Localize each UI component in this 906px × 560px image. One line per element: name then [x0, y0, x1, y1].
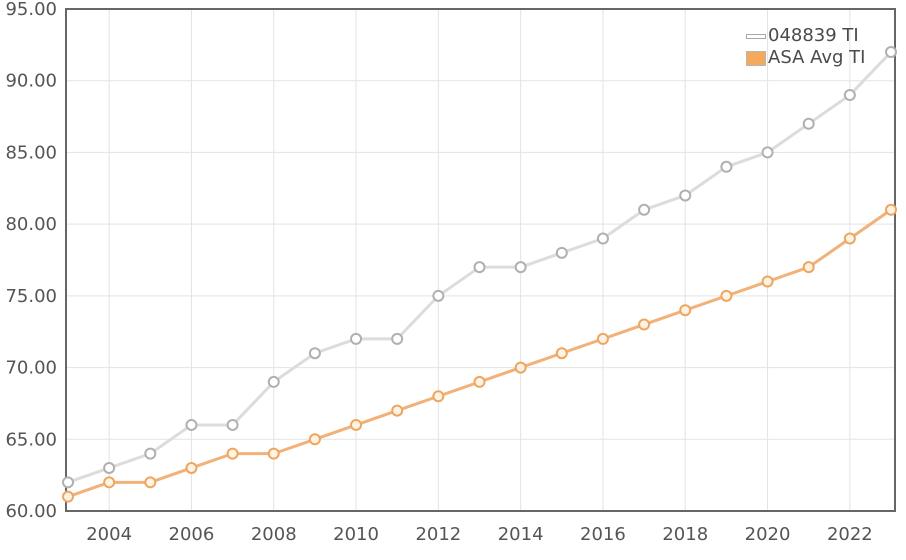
data-point-asa-avg-ti: [144, 476, 157, 489]
data-point-asa-avg-ti: [103, 476, 116, 489]
data-point-asa-avg-ti: [843, 232, 856, 245]
data-point-asa-avg-ti: [473, 375, 486, 388]
y-tick-label: 60.00: [5, 501, 57, 522]
data-point-asa-avg-ti: [185, 461, 198, 474]
data-point-048839-ti: [267, 375, 280, 388]
y-tick-label: 75.00: [5, 286, 57, 307]
data-point-048839-ti: [350, 332, 363, 345]
data-point-asa-avg-ti: [720, 289, 733, 302]
data-point-asa-avg-ti: [432, 390, 445, 403]
data-point-048839-ti: [144, 447, 157, 460]
x-tick-label: 2006: [169, 524, 215, 545]
legend-box-swatch: [746, 50, 766, 66]
data-point-048839-ti: [308, 347, 321, 360]
legend-label: 048839 TI: [768, 25, 859, 46]
x-tick-label: 2008: [251, 524, 297, 545]
data-point-048839-ti: [226, 418, 239, 431]
data-point-asa-avg-ti: [555, 347, 568, 360]
data-point-048839-ti: [391, 332, 404, 345]
x-tick-label: 2022: [827, 524, 873, 545]
x-tick-label: 2018: [662, 524, 708, 545]
y-tick-label: 95.00: [5, 0, 57, 20]
data-point-048839-ti: [843, 89, 856, 102]
data-point-048839-ti: [62, 476, 74, 489]
x-tick-label: 2016: [580, 524, 626, 545]
data-point-asa-avg-ti: [802, 261, 815, 274]
legend-line-swatch: [746, 33, 766, 39]
data-point-048839-ti: [473, 261, 486, 274]
data-point-asa-avg-ti: [596, 332, 609, 345]
y-tick-label: 65.00: [5, 429, 57, 450]
data-point-asa-avg-ti: [761, 275, 774, 288]
x-tick-label: 2004: [86, 524, 132, 545]
legend-item-048839-ti: 048839 TI: [746, 25, 865, 47]
data-point-048839-ti: [679, 189, 692, 202]
y-tick-label: 70.00: [5, 358, 57, 379]
legend-label: ASA Avg TI: [768, 47, 866, 68]
data-point-asa-avg-ti: [226, 447, 239, 460]
data-point-048839-ti: [432, 289, 445, 302]
y-tick-label: 85.00: [5, 142, 57, 163]
data-point-asa-avg-ti: [885, 203, 897, 216]
y-tick-label: 80.00: [5, 214, 57, 235]
data-point-048839-ti: [555, 246, 568, 259]
data-point-asa-avg-ti: [350, 418, 363, 431]
data-point-asa-avg-ti: [62, 490, 74, 503]
plot-border: [65, 8, 896, 512]
x-tick-label: 2014: [498, 524, 544, 545]
data-point-048839-ti: [802, 117, 815, 130]
data-point-asa-avg-ti: [308, 433, 321, 446]
data-point-048839-ti: [514, 261, 527, 274]
y-tick-label: 90.00: [5, 71, 57, 92]
data-point-asa-avg-ti: [391, 404, 404, 417]
x-tick-label: 2010: [333, 524, 379, 545]
plot-area: [66, 9, 895, 511]
x-tick-label: 2012: [415, 524, 461, 545]
data-point-asa-avg-ti: [267, 447, 280, 460]
data-point-asa-avg-ti: [514, 361, 527, 374]
data-point-048839-ti: [103, 461, 116, 474]
chart-legend: 048839 TI ASA Avg TI: [746, 25, 865, 69]
data-point-048839-ti: [761, 146, 774, 159]
data-point-048839-ti: [885, 46, 897, 59]
data-point-asa-avg-ti: [638, 318, 651, 331]
data-point-048839-ti: [720, 160, 733, 173]
data-point-048839-ti: [596, 232, 609, 245]
data-point-asa-avg-ti: [679, 304, 692, 317]
legend-item-asa-avg-ti: ASA Avg TI: [746, 47, 865, 69]
x-tick-label: 2020: [745, 524, 791, 545]
data-point-048839-ti: [185, 418, 198, 431]
data-point-048839-ti: [638, 203, 651, 216]
